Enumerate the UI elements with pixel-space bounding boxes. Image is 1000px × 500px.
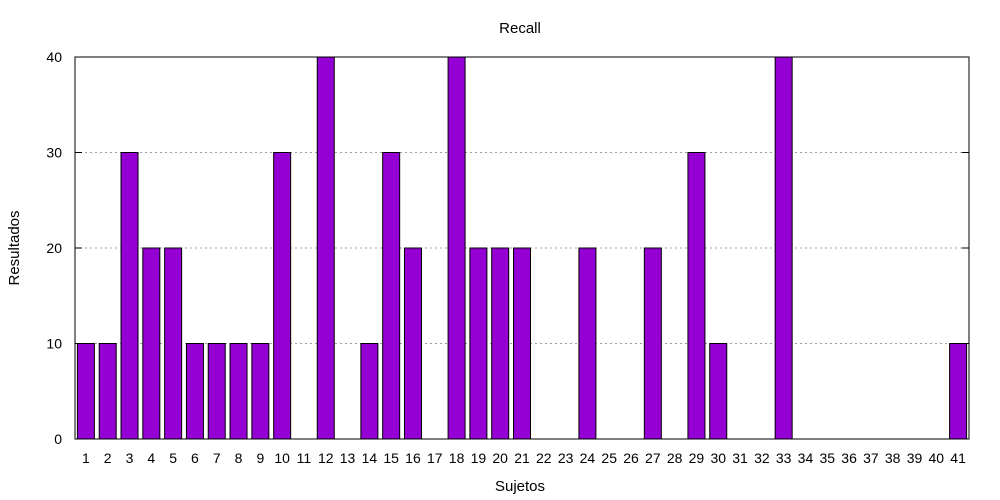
x-tick-label: 11 — [297, 450, 312, 466]
x-tick-label: 26 — [623, 450, 639, 466]
y-tick-label: 10 — [46, 336, 62, 352]
bar — [185, 343, 204, 440]
x-tick-label: 4 — [147, 450, 155, 466]
x-tick-label: 41 — [950, 450, 966, 466]
x-tick-label: 2 — [104, 450, 112, 466]
y-tick-label: 0 — [54, 431, 62, 447]
bar — [251, 343, 270, 440]
bar — [469, 247, 488, 440]
bar — [403, 247, 422, 440]
x-axis-ticks: 1 2 3 4 5 6 7 8 9 10 11 12 13 14 15 16 17 18 19 20 21 22 23 24 2… — [82, 450, 966, 466]
x-tick-label: 19 — [471, 450, 487, 466]
x-tick-label: 7 — [213, 450, 221, 466]
x-tick-label: 21 — [514, 450, 530, 466]
x-tick-label: 27 — [645, 450, 661, 466]
x-tick-label: 33 — [776, 450, 792, 466]
x-tick-label: 12 — [318, 450, 334, 466]
bar — [142, 247, 161, 440]
bar — [273, 152, 292, 440]
bar — [382, 152, 401, 440]
bar — [447, 56, 466, 440]
bar — [949, 343, 968, 440]
x-tick-label: 40 — [929, 450, 945, 466]
x-tick-label: 24 — [580, 450, 596, 466]
chart-title: Recall — [499, 20, 541, 37]
bar — [491, 247, 510, 440]
y-tick-label: 30 — [46, 145, 62, 161]
x-tick-label: 39 — [907, 450, 923, 466]
bars — [76, 56, 968, 440]
x-tick-label: 36 — [841, 450, 857, 466]
bar — [709, 343, 728, 440]
bar — [164, 247, 183, 440]
x-tick-label: 34 — [798, 450, 814, 466]
y-axis-ticks: 0 10 20 30 40 — [46, 49, 969, 447]
x-tick-label: 6 — [191, 450, 199, 466]
x-tick-label: 20 — [492, 450, 508, 466]
bar — [512, 247, 532, 440]
bar — [316, 56, 335, 440]
x-tick-label: 35 — [819, 450, 835, 466]
y-axis-label: Resultados — [6, 210, 23, 285]
x-tick-label: 3 — [126, 450, 134, 466]
x-tick-label: 29 — [689, 450, 705, 466]
x-tick-label: 8 — [235, 450, 243, 466]
x-tick-label: 22 — [536, 450, 552, 466]
x-tick-label: 1 — [82, 450, 90, 466]
y-tick-label: 40 — [46, 49, 62, 65]
y-tick-label: 20 — [46, 240, 62, 256]
bar — [207, 343, 226, 440]
x-tick-label: 23 — [558, 450, 574, 466]
x-tick-label: 37 — [863, 450, 879, 466]
bar — [643, 247, 662, 440]
x-tick-label: 9 — [256, 450, 264, 466]
x-tick-label: 32 — [754, 450, 770, 466]
x-tick-label: 16 — [405, 450, 421, 466]
x-tick-label: 10 — [274, 450, 290, 466]
x-tick-label: 5 — [169, 450, 177, 466]
x-tick-label: 25 — [601, 450, 617, 466]
x-tick-label: 18 — [449, 450, 465, 466]
bar — [76, 343, 95, 440]
bar — [120, 152, 139, 440]
x-tick-label: 38 — [885, 450, 901, 466]
x-tick-label: 15 — [383, 450, 399, 466]
x-tick-label: 14 — [362, 450, 378, 466]
x-tick-label: 30 — [710, 450, 726, 466]
x-axis-label: Sujetos — [495, 478, 545, 495]
x-tick-label: 31 — [732, 450, 748, 466]
bar — [687, 152, 706, 440]
bar — [774, 56, 793, 440]
bar — [98, 343, 117, 440]
x-tick-label: 28 — [667, 450, 683, 466]
bar — [360, 343, 379, 440]
bar — [229, 343, 248, 440]
x-tick-label: 13 — [340, 450, 356, 466]
bar — [578, 247, 597, 440]
x-tick-label: 17 — [427, 450, 443, 466]
